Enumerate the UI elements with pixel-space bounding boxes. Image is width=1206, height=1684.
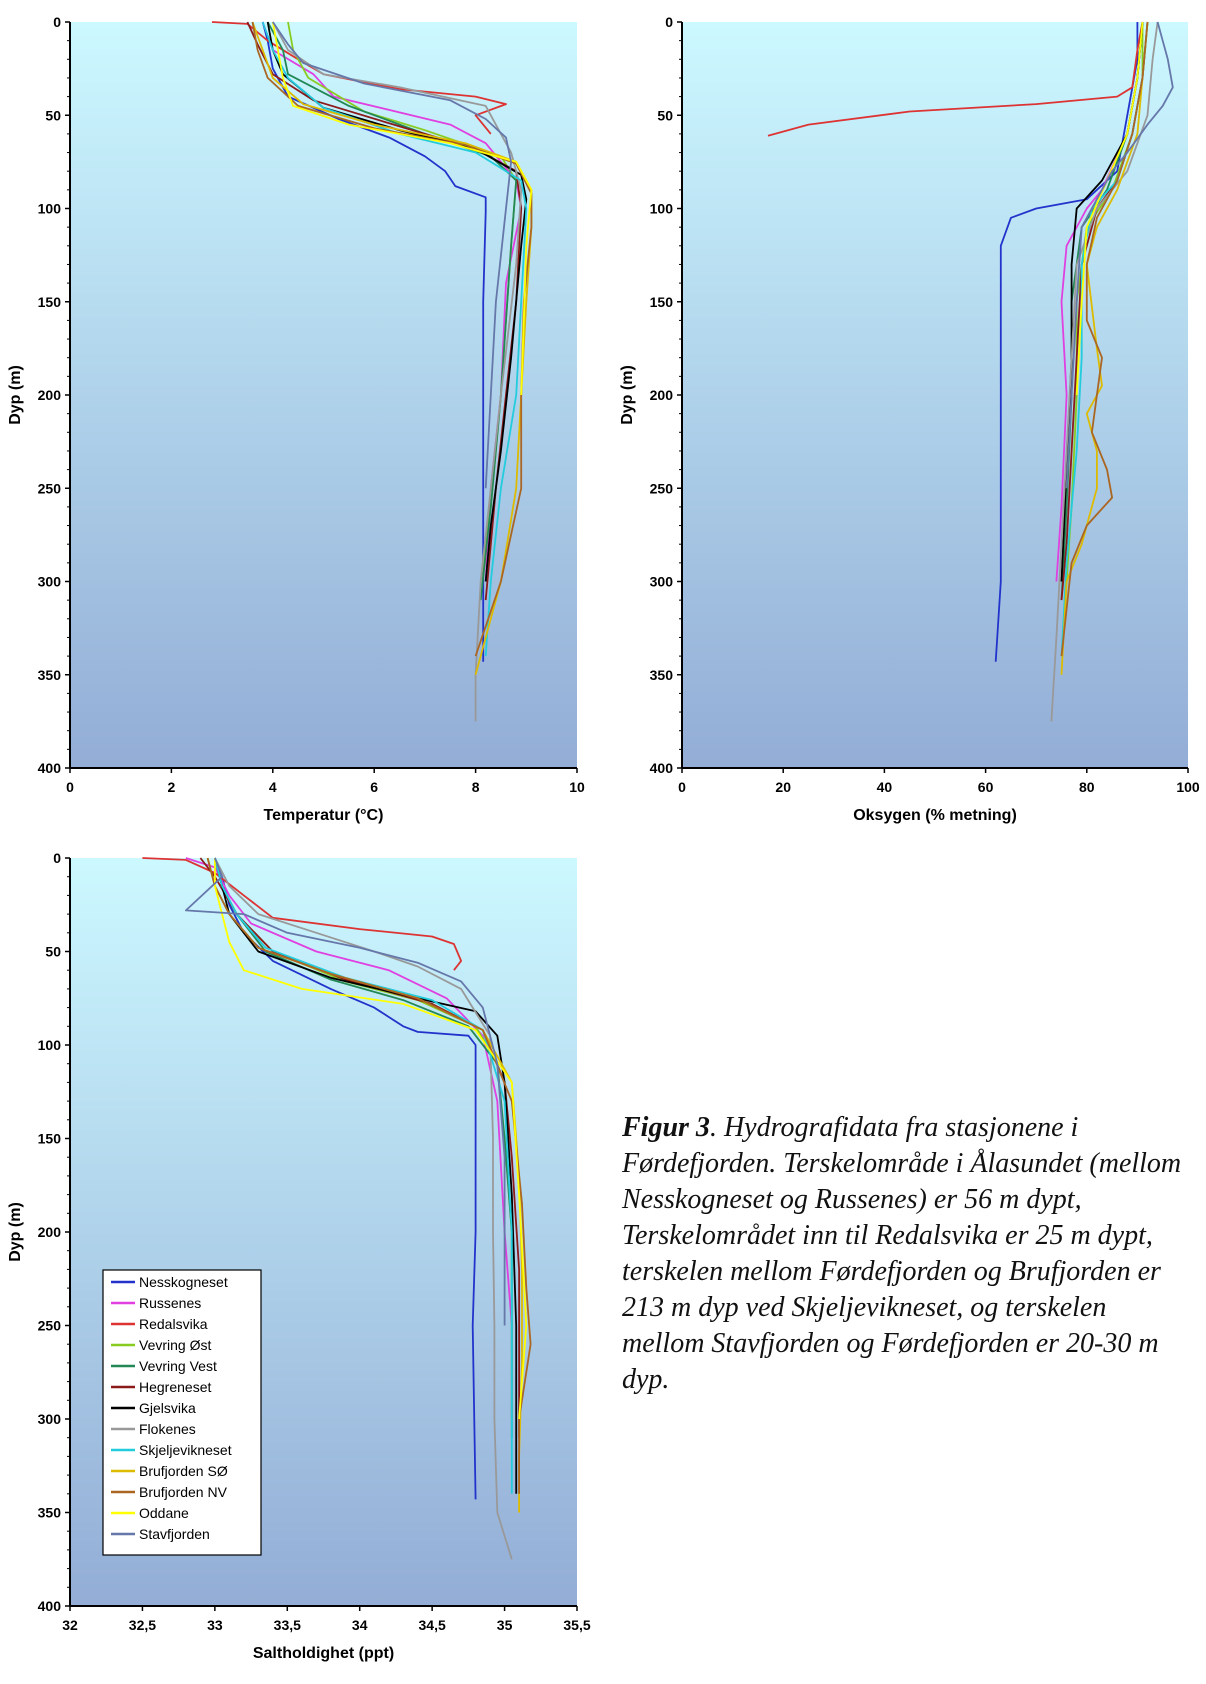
series-line-nesskogneset <box>994 22 1139 662</box>
x-tick-label: 100 <box>1176 779 1200 795</box>
x-tick-label: 34 <box>352 1617 368 1633</box>
series-line-redalsvika <box>142 857 462 971</box>
series-line-redalsvika <box>767 21 1144 137</box>
y-tick-label: 250 <box>38 480 62 496</box>
legend-label: Brufjorden SØ <box>139 1463 228 1479</box>
y-tick-label: 200 <box>38 387 62 403</box>
legend-label: Nesskogneset <box>139 1274 228 1290</box>
y-tick-label: 200 <box>38 1224 62 1240</box>
caption-label: Figur 3 <box>622 1112 710 1143</box>
legend <box>102 1269 262 1556</box>
series-line-oddane <box>271 21 533 396</box>
x-tick-label: 80 <box>1079 779 1095 795</box>
y-tick-label: 250 <box>38 1318 62 1334</box>
y-tick-label: 50 <box>45 944 61 960</box>
y-axis-label: Dyp (m) <box>7 1202 24 1262</box>
caption-text: . Hydrografidata fra stasjonene i Førdef… <box>622 1112 1182 1395</box>
series-line-stavfjorden <box>272 21 512 489</box>
y-tick-label: 0 <box>665 14 673 30</box>
y-tick-label: 350 <box>38 667 62 683</box>
legend-label: Gjelsvika <box>139 1400 196 1416</box>
x-axis-label: Temperatur (°C) <box>264 807 384 824</box>
x-axis-label: Oksygen (% metning) <box>853 807 1017 824</box>
x-axis-label: Saltholdighet (ppt) <box>253 1645 394 1662</box>
y-axis-label: Dyp (m) <box>619 365 636 425</box>
series-line-flokenes <box>1050 21 1159 722</box>
legend-label: Redalsvika <box>139 1316 208 1332</box>
y-tick-label: 300 <box>650 574 674 590</box>
y-tick-label: 150 <box>38 1131 62 1147</box>
legend-label: Hegreneset <box>139 1379 211 1395</box>
legend-label: Brufjorden NV <box>139 1484 228 1500</box>
series-line-nesskogneset <box>261 21 487 662</box>
x-tick-label: 40 <box>877 779 893 795</box>
y-tick-label: 400 <box>650 760 674 776</box>
y-tick-label: 100 <box>38 1037 62 1053</box>
y-tick-label: 150 <box>650 294 674 310</box>
legend-label: Stavfjorden <box>139 1526 210 1542</box>
y-tick-label: 400 <box>38 760 62 776</box>
x-tick-label: 34,5 <box>419 1617 446 1633</box>
x-tick-label: 33,5 <box>274 1617 301 1633</box>
series-line-stavfjorden <box>185 857 506 1326</box>
series-line-brufjorden-nv <box>1060 21 1149 657</box>
series-line-brufjorden-nv <box>206 857 532 1494</box>
series-line-russenes <box>185 857 513 1419</box>
x-tick-label: 35,5 <box>563 1617 590 1633</box>
y-tick-label: 50 <box>657 107 673 123</box>
series-line-skjeljevikneset <box>261 21 528 657</box>
y-tick-label: 350 <box>650 667 674 683</box>
series-line-brufjorden-nv <box>251 21 533 657</box>
series-line-stavfjorden <box>1065 21 1174 489</box>
y-tick-label: 0 <box>53 14 61 30</box>
y-tick-label: 0 <box>53 850 61 866</box>
x-tick-label: 0 <box>66 779 74 795</box>
x-tick-label: 20 <box>775 779 791 795</box>
x-tick-label: 35 <box>497 1617 513 1633</box>
y-tick-label: 250 <box>650 480 674 496</box>
y-tick-label: 350 <box>38 1505 62 1521</box>
y-tick-label: 50 <box>45 107 61 123</box>
x-tick-label: 32 <box>62 1617 78 1633</box>
x-tick-label: 32,5 <box>129 1617 156 1633</box>
plot-area <box>70 22 577 768</box>
y-tick-label: 150 <box>38 294 62 310</box>
series-line-flokenes <box>272 21 523 722</box>
legend-label: Skjeljevikneset <box>139 1442 232 1458</box>
figure-caption: Figur 3. Hydrografidata fra stasjonene i… <box>622 1110 1192 1398</box>
y-tick-label: 300 <box>38 1411 62 1427</box>
x-tick-label: 4 <box>269 779 277 795</box>
x-tick-label: 6 <box>370 779 378 795</box>
y-tick-label: 100 <box>38 201 62 217</box>
plot-area <box>682 22 1188 768</box>
legend-label: Russenes <box>139 1295 201 1311</box>
legend-label: Vevring Øst <box>139 1337 211 1353</box>
y-tick-label: 300 <box>38 574 62 590</box>
series-line-oddane <box>214 858 528 1420</box>
y-tick-label: 200 <box>650 387 674 403</box>
y-tick-label: 400 <box>38 1598 62 1614</box>
x-tick-label: 10 <box>569 779 585 795</box>
x-tick-label: 33 <box>207 1617 223 1633</box>
legend-label: Flokenes <box>139 1421 196 1437</box>
series-line-skjeljevikneset <box>214 857 513 1494</box>
x-tick-label: 0 <box>678 779 686 795</box>
series-line-flokenes <box>214 857 513 1560</box>
legend-label: Vevring Vest <box>139 1358 217 1374</box>
y-axis-label: Dyp (m) <box>7 365 24 425</box>
legend-label: Oddane <box>139 1505 189 1521</box>
x-tick-label: 2 <box>168 779 176 795</box>
y-tick-label: 100 <box>650 201 674 217</box>
x-tick-label: 60 <box>978 779 994 795</box>
x-tick-label: 8 <box>472 779 480 795</box>
